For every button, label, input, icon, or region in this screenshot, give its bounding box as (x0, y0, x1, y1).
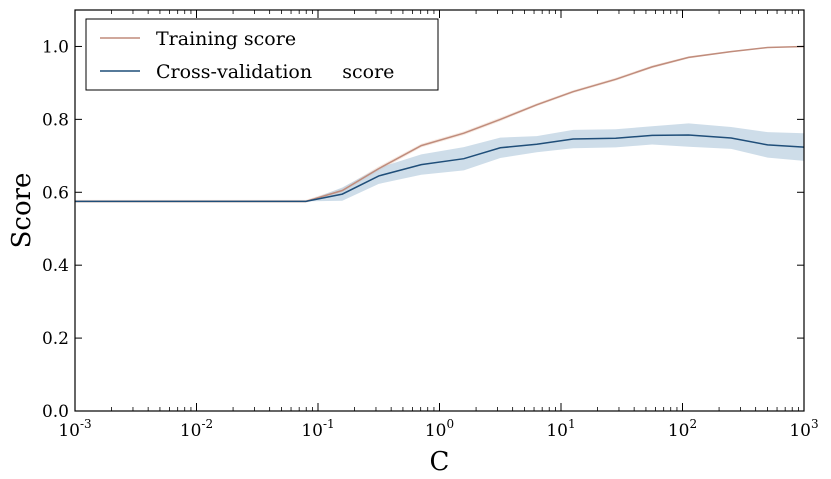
y-tick-label: 0.0 (42, 402, 69, 422)
legend-box (85, 18, 439, 91)
series-lines (75, 45, 805, 203)
x-tick-label: 103 (789, 417, 818, 441)
y-tick-label: 0.8 (42, 110, 69, 130)
x-axis-title: C (430, 447, 450, 477)
y-tick-label: 0.2 (42, 329, 69, 349)
legend-label-cross-validation: Cross-validation score (156, 61, 394, 83)
y-axis-title: Score (7, 173, 37, 249)
legend-label-training: Training score (156, 28, 296, 50)
x-tick-label: 100 (425, 417, 454, 441)
line-series-0 (75, 45, 805, 203)
axis-ticks: 0.0 0.2 0.4 0.6 0.8 1.0 10-3 10-2 10-1 100 101 102 1… (42, 10, 819, 441)
x-tick-label: 10-1 (301, 417, 334, 441)
legend: Training score Cross-validation score (85, 18, 439, 91)
y-tick-label: 1.0 (42, 37, 69, 57)
x-tick-label: 102 (668, 417, 697, 441)
y-tick-label: 0.6 (42, 183, 69, 203)
x-tick-label: 101 (546, 417, 575, 441)
x-tick-label: 10-3 (58, 417, 91, 441)
x-tick-label: 10-2 (180, 417, 213, 441)
y-tick-label: 0.4 (42, 256, 69, 276)
line-series-1 (75, 134, 805, 203)
